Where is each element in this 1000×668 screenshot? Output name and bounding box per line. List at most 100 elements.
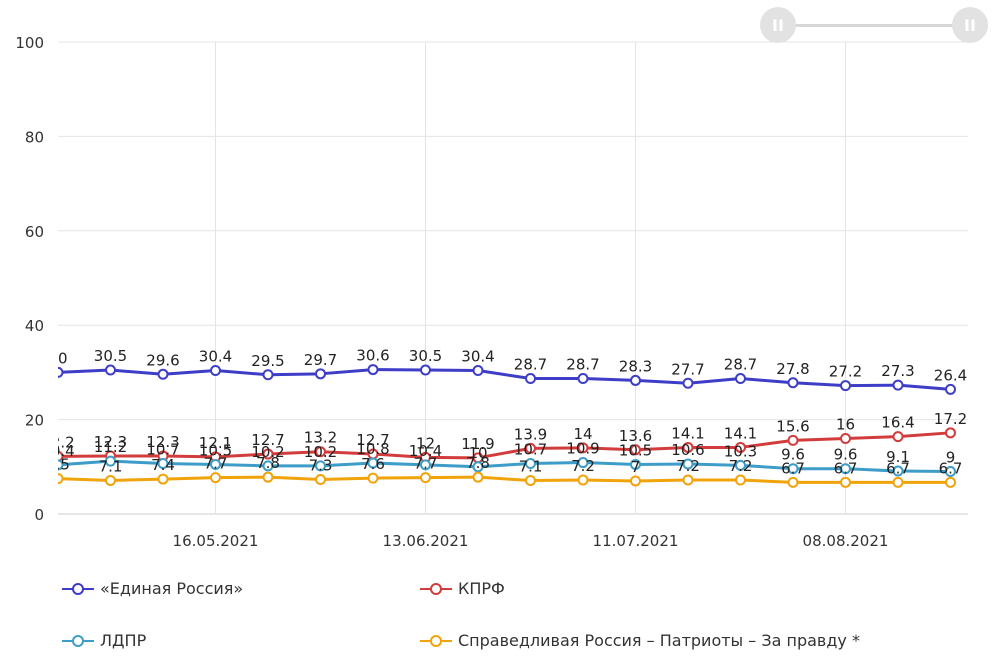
- data-point: [735, 474, 746, 486]
- data-label: 13.2: [304, 429, 337, 447]
- y-tick-label: 0: [34, 506, 44, 524]
- data-point: [682, 441, 694, 453]
- legend-marker-icon: [420, 582, 452, 596]
- data-point: [472, 461, 484, 473]
- data-point: [367, 472, 379, 484]
- data-point: [577, 474, 589, 486]
- data-label: 6.7: [781, 459, 805, 477]
- data-point: [262, 448, 274, 460]
- data-point: [210, 458, 221, 470]
- data-label: 9: [946, 449, 956, 467]
- data-label: 12.7: [251, 431, 284, 449]
- data-point: [735, 441, 746, 453]
- legend-marker-icon: [420, 634, 452, 648]
- data-point: [630, 374, 641, 386]
- data-label: 9.1: [886, 448, 910, 466]
- data-point: [262, 460, 274, 472]
- data-point: [262, 369, 274, 381]
- data-point: [840, 380, 851, 392]
- data-point: [682, 377, 694, 389]
- data-label: 14: [573, 425, 592, 443]
- y-tick-label: 80: [25, 128, 44, 146]
- data-point: [787, 463, 799, 475]
- series-line: [58, 475, 951, 484]
- data-point: [892, 476, 904, 488]
- data-point: [787, 434, 799, 446]
- data-label: 30.4: [461, 348, 494, 366]
- data-point: [735, 459, 746, 471]
- legend-label: Справедливая Россия – Патриоты – За прав…: [458, 631, 860, 650]
- data-label: 15.6: [776, 417, 809, 435]
- data-point: [472, 365, 484, 377]
- data-label: 11.9: [461, 435, 494, 453]
- y-tick-label: 100: [15, 34, 44, 52]
- data-point: [525, 373, 536, 385]
- range-navigator-track[interactable]: [786, 24, 966, 27]
- data-label: 30.5: [94, 347, 127, 365]
- data-point: [682, 474, 694, 486]
- data-point: [367, 457, 379, 469]
- data-label: 27.3: [881, 362, 914, 380]
- data-point: [315, 368, 326, 380]
- legend-item-united-russia[interactable]: «Единая Россия»: [62, 579, 243, 598]
- data-label: 10.2: [251, 443, 284, 461]
- data-label: 16.4: [881, 414, 914, 432]
- data-label: 10.4: [409, 442, 442, 460]
- data-point: [472, 471, 484, 483]
- data-point: [630, 458, 641, 470]
- data-label: 30.4: [199, 348, 232, 366]
- data-point: [58, 366, 64, 378]
- data-label: 13.9: [514, 425, 547, 443]
- data-point: [157, 368, 169, 380]
- range-navigator-left-handle[interactable]: II: [760, 7, 796, 43]
- x-tick-label: 11.07.2021: [593, 532, 679, 550]
- legend-item-just-russia[interactable]: Справедливая Россия – Патриоты – За прав…: [420, 631, 860, 650]
- data-point: [682, 458, 694, 470]
- data-label: 10.4: [41, 442, 74, 460]
- data-label: 7.7: [414, 455, 438, 473]
- data-point: [157, 473, 169, 485]
- data-label: 10.5: [199, 441, 232, 459]
- range-navigator-right-handle[interactable]: II: [952, 7, 988, 43]
- data-point: [892, 431, 904, 443]
- data-label: 12: [416, 434, 435, 452]
- data-label: 28.3: [619, 357, 652, 375]
- data-point: [787, 377, 799, 389]
- data-point: [735, 373, 746, 385]
- data-point: [262, 471, 274, 483]
- data-point: [210, 472, 221, 484]
- legend-label: «Единая Россия»: [100, 579, 244, 598]
- series-line: [58, 459, 951, 474]
- data-point: [105, 364, 116, 376]
- data-point: [945, 476, 956, 488]
- legend-item-kprf[interactable]: КПРФ: [420, 579, 505, 598]
- data-label: 28.7: [566, 356, 599, 374]
- data-point: [315, 460, 326, 472]
- data-label: 7.2: [571, 457, 595, 475]
- data-point: [58, 459, 64, 471]
- data-point: [157, 457, 169, 469]
- data-label: 30: [48, 349, 67, 367]
- data-label: 7.6: [361, 455, 385, 473]
- data-label: 7.1: [519, 457, 543, 475]
- data-label: 10.2: [304, 443, 337, 461]
- data-label: 6.7: [886, 459, 910, 477]
- legend-item-ldpr[interactable]: ЛДПР: [62, 631, 146, 650]
- data-label: 10.8: [356, 440, 389, 458]
- data-label: 12.2: [41, 433, 74, 451]
- data-point: [105, 455, 116, 467]
- data-point: [420, 364, 431, 376]
- data-label: 26.4: [934, 366, 967, 384]
- data-label: 7.8: [466, 454, 490, 472]
- data-label: 27.7: [671, 360, 704, 378]
- data-point: [315, 446, 326, 458]
- data-label: 7.8: [256, 454, 280, 472]
- data-point: [315, 474, 326, 486]
- data-point: [892, 379, 904, 391]
- data-label: 16: [836, 415, 855, 433]
- right-handle-grip-icon: II: [964, 15, 976, 35]
- data-label: 10.6: [671, 441, 704, 459]
- data-point: [945, 466, 956, 478]
- plot-area: 30 30.5 29.6 30.4 29.5 29.7 30.6 30.5 30.4 28.7 28…: [41, 347, 967, 488]
- data-label: 17.2: [934, 410, 967, 428]
